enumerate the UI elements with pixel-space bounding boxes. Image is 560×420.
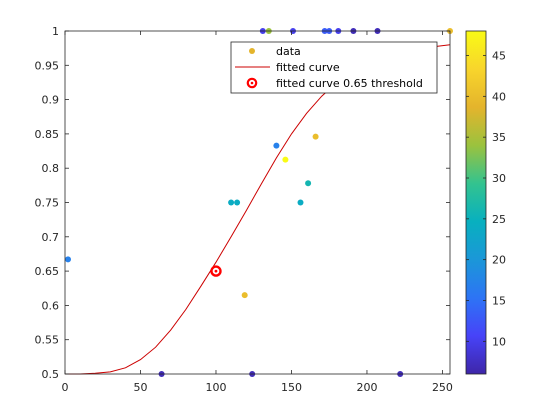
y-tick-label: 0.75 [35,197,60,210]
y-axis: 0.5 0.55 0.6 0.65 0.7 0.75 0.8 0.85 0.9 0.95 1 [35,25,450,381]
colorbar-tick-label: 45 [492,50,506,63]
legend-threshold-marker [246,77,258,89]
x-tick-label: 150 [281,381,302,394]
y-tick-label: 0.85 [35,128,60,141]
data-point [297,199,304,206]
threshold-marker [210,265,222,277]
colorbar-tick-label: 25 [492,213,506,226]
colorbar-tick-label: 40 [492,90,506,103]
y-tick-label: 0.7 [42,231,60,244]
x-tick-label: 250 [432,381,453,394]
colorbar-tick-label: 10 [492,335,506,348]
x-tick-label: 50 [133,381,147,394]
data-point [282,156,289,163]
data-point [234,199,241,206]
y-tick-label: 0.9 [42,94,60,107]
colorbar-axis: 10 15 20 25 30 35 40 45 [466,50,506,348]
threshold-layer [210,265,222,277]
colorbar-tick-label: 15 [492,295,506,308]
threshold-marker-center [214,269,218,273]
data-point [65,256,71,263]
legend: data fitted curve fitted curve 0.65 thre… [230,41,438,94]
y-tick-label: 0.5 [42,368,60,381]
y-tick-label: 1 [52,25,59,38]
legend-entry-threshold: fitted curve 0.65 threshold [276,77,423,90]
y-tick-label: 0.8 [42,162,60,175]
colorbar-tick-label: 35 [492,131,506,144]
legend-threshold-marker-inner [250,81,254,85]
y-tick-label: 0.65 [35,265,60,278]
data-points-layer [65,28,453,377]
data-point [228,199,235,206]
x-tick-label: 100 [205,381,226,394]
x-axis: 0 50 100 150 200 250 [62,31,453,394]
legend-entry-data: data [276,45,301,58]
colorbar-tick-label: 20 [492,254,506,267]
legend-entry-fitted-curve: fitted curve [276,61,340,74]
legend-data-marker [249,48,255,54]
y-tick-label: 0.95 [35,59,60,72]
x-tick-label: 200 [356,381,377,394]
data-point [305,180,312,187]
x-tick-label: 0 [62,381,69,394]
data-point [273,142,280,149]
colorbar-tick-label: 30 [492,172,506,185]
y-tick-label: 0.55 [35,334,60,347]
data-point [312,133,319,140]
colorbar [465,30,487,375]
data-point [241,292,248,299]
y-tick-label: 0.6 [42,299,60,312]
